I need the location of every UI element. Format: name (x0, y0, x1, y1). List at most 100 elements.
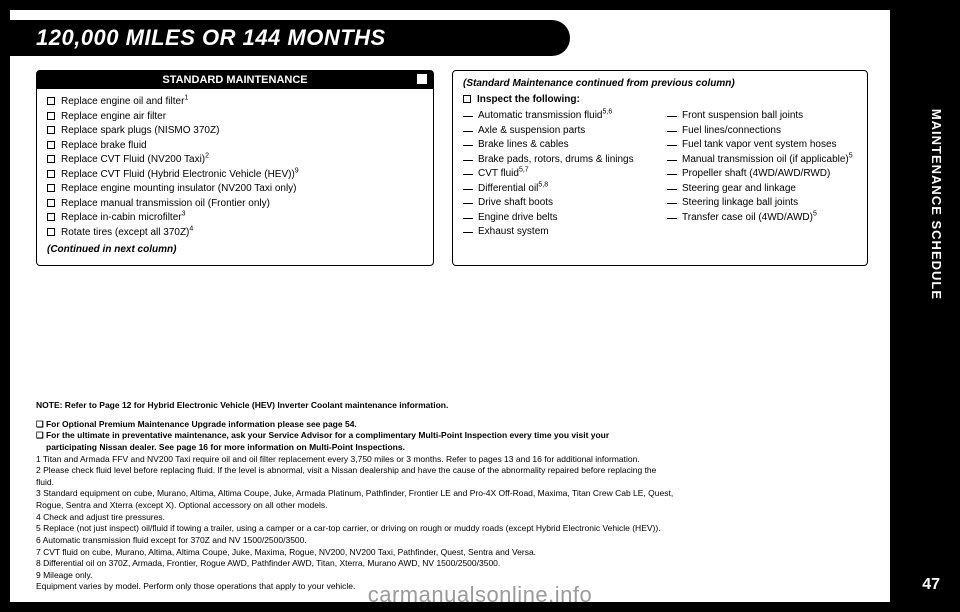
standard-maintenance-header: STANDARD MAINTENANCE (37, 71, 433, 89)
dash-icon (667, 131, 677, 132)
list-item-text: Drive shaft boots (478, 196, 553, 210)
footnote-8: 8 Differential oil on 370Z, Armada, Fron… (36, 558, 870, 569)
checkbox-icon (47, 126, 55, 134)
note-hev: NOTE: Refer to Page 12 for Hybrid Electr… (36, 400, 870, 411)
list-item: Front suspension ball joints (667, 109, 857, 123)
list-item: Drive shaft boots (463, 196, 653, 210)
heading-tab: 120,000 MILES OR 144 MONTHS (10, 20, 570, 56)
list-item: Exhaust system (463, 225, 653, 239)
list-item: Rotate tires (except all 370Z)4 (47, 226, 423, 240)
list-item-text: Fuel tank vapor vent system hoses (682, 138, 837, 152)
list-item: Steering linkage ball joints (667, 196, 857, 210)
standard-maintenance-list: Replace engine oil and filter1 Replace e… (47, 95, 423, 239)
checkbox-icon (47, 112, 55, 120)
dash-icon (667, 116, 677, 117)
list-item: Replace CVT Fluid (Hybrid Electronic Veh… (47, 168, 423, 182)
list-item-text: Differential oil5,8 (478, 182, 548, 196)
list-item-text: Replace spark plugs (NISMO 370Z) (61, 124, 219, 138)
checkbox-icon (463, 95, 471, 103)
footnote-1: 1 Titan and Armada FFV and NV200 Taxi re… (36, 454, 870, 465)
checkbox-icon (47, 213, 55, 221)
list-item-text: Front suspension ball joints (682, 109, 803, 123)
list-item: Propeller shaft (4WD/AWD/RWD) (667, 167, 857, 181)
list-item-text: Manual transmission oil (if applicable)5 (682, 153, 853, 167)
list-item-text: Steering linkage ball joints (682, 196, 798, 210)
list-item-text: Replace manual transmission oil (Frontie… (61, 197, 270, 211)
dash-icon (463, 203, 473, 204)
dash-icon (667, 218, 677, 219)
list-item-text: Fuel lines/connections (682, 124, 781, 138)
inspect-col1: Automatic transmission fluid5,6 Axle & s… (463, 109, 653, 240)
inspect-subhead-text: Inspect the following: (477, 93, 580, 107)
dash-icon (463, 189, 473, 190)
sidebar-title: MAINTENANCE SCHEDULE (929, 109, 944, 300)
list-item-text: CVT fluid5,7 (478, 167, 529, 181)
continued-from-prev: (Standard Maintenance continued from pre… (463, 77, 857, 91)
note-opt1: ❏ For Optional Premium Maintenance Upgra… (36, 419, 870, 430)
list-item-text: Exhaust system (478, 225, 549, 239)
list-item: Fuel lines/connections (667, 124, 857, 138)
header-end-square-icon (417, 74, 427, 84)
sidebar: MAINTENANCE SCHEDULE (890, 0, 960, 612)
list-item-text: Axle & suspension parts (478, 124, 585, 138)
list-item: Transfer case oil (4WD/AWD)5 (667, 211, 857, 225)
list-item-text: Replace brake fluid (61, 139, 147, 153)
dash-icon (463, 131, 473, 132)
page-number: 47 (922, 576, 940, 594)
note-opt2a: ❏ For the ultimate in preventative maint… (36, 430, 870, 441)
list-item-text: Transfer case oil (4WD/AWD)5 (682, 211, 817, 225)
footnote-4: 4 Check and adjust tire pressures. (36, 512, 870, 523)
dash-icon (463, 116, 473, 117)
dash-icon (667, 160, 677, 161)
list-item-text: Brake pads, rotors, drums & linings (478, 153, 634, 167)
list-item: CVT fluid5,7 (463, 167, 653, 181)
list-item-text: Replace in-cabin microfilter3 (61, 211, 186, 225)
list-item: Replace manual transmission oil (Frontie… (47, 197, 423, 211)
list-item: Replace brake fluid (47, 139, 423, 153)
footnote-5: 5 Replace (not just inspect) oil/fluid i… (36, 523, 870, 534)
inspect-two-col: Automatic transmission fluid5,6 Axle & s… (463, 109, 857, 240)
list-item-text: Replace engine air filter (61, 110, 166, 124)
standard-maintenance-box: STANDARD MAINTENANCE Replace engine oil … (36, 70, 434, 266)
standard-maintenance-title: STANDARD MAINTENANCE (162, 74, 307, 86)
checkbox-icon (47, 97, 55, 105)
checkbox-icon (47, 155, 55, 163)
checkbox-icon (47, 170, 55, 178)
list-item-text: Brake lines & cables (478, 138, 569, 152)
standard-maintenance-body: Replace engine oil and filter1 Replace e… (37, 89, 433, 265)
list-item: Manual transmission oil (if applicable)5 (667, 153, 857, 167)
columns: STANDARD MAINTENANCE Replace engine oil … (36, 70, 870, 266)
dash-icon (667, 189, 677, 190)
list-item-text: Replace engine mounting insulator (NV200… (61, 182, 297, 196)
dash-icon (667, 174, 677, 175)
checkbox-icon (47, 141, 55, 149)
list-item-text: Steering gear and linkage (682, 182, 796, 196)
list-item: Brake pads, rotors, drums & linings (463, 153, 653, 167)
footnote-6: 6 Automatic transmission fluid except fo… (36, 535, 870, 546)
notes-block: NOTE: Refer to Page 12 for Hybrid Electr… (36, 400, 870, 593)
footnote-equipment: Equipment varies by model. Perform only … (36, 581, 870, 592)
dash-icon (667, 145, 677, 146)
dash-icon (463, 160, 473, 161)
standard-maintenance-continued-box: (Standard Maintenance continued from pre… (452, 70, 868, 266)
page: 120,000 MILES OR 144 MONTHS STANDARD MAI… (10, 10, 890, 602)
standard-maintenance-continued-body: (Standard Maintenance continued from pre… (453, 71, 867, 248)
list-item: Fuel tank vapor vent system hoses (667, 138, 857, 152)
footnote-7: 7 CVT fluid on cube, Murano, Altima, Alt… (36, 547, 870, 558)
footnote-2b: fluid. (36, 477, 870, 488)
list-item: Steering gear and linkage (667, 182, 857, 196)
list-item-text: Automatic transmission fluid5,6 (478, 109, 612, 123)
footnote-2a: 2 Please check fluid level before replac… (36, 465, 870, 476)
list-item: Replace engine mounting insulator (NV200… (47, 182, 423, 196)
dash-icon (463, 218, 473, 219)
note-opt2b: participating Nissan dealer. See page 16… (36, 442, 870, 453)
list-item-text: Replace CVT Fluid (Hybrid Electronic Veh… (61, 168, 299, 182)
inspect-col2: Front suspension ball joints Fuel lines/… (667, 109, 857, 240)
footnote-3b: Rogue, Sentra and Xterra (except X). Opt… (36, 500, 870, 511)
checkbox-icon (47, 184, 55, 192)
dash-icon (463, 174, 473, 175)
footnote-9: 9 Mileage only. (36, 570, 870, 581)
list-item: Replace engine oil and filter1 (47, 95, 423, 109)
list-item-text: Engine drive belts (478, 211, 558, 225)
list-item: Replace CVT Fluid (NV200 Taxi)2 (47, 153, 423, 167)
